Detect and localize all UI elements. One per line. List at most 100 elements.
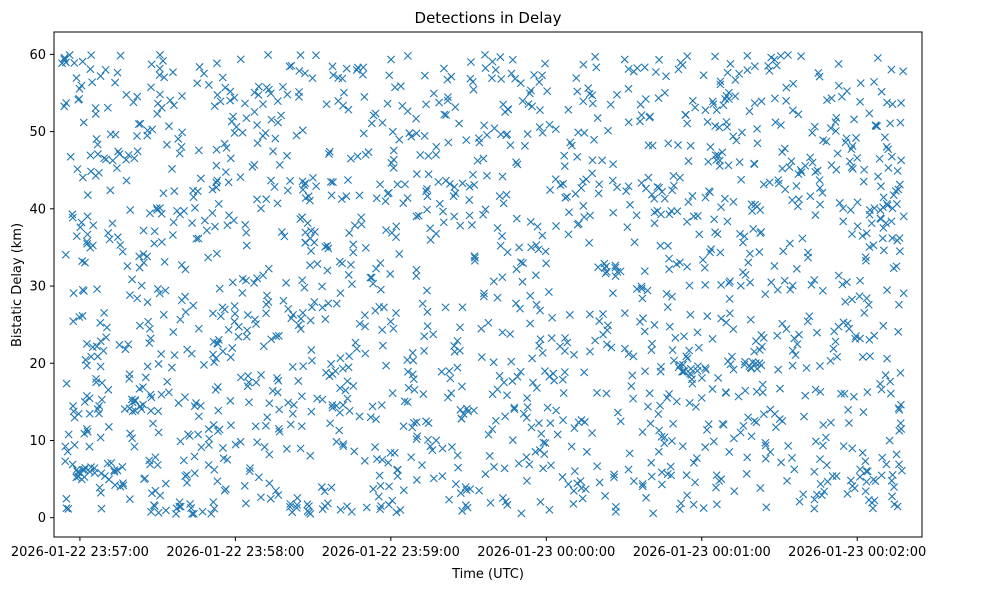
data-point (691, 103, 700, 112)
data-point (683, 354, 692, 363)
x-tick-label: 2026-01-22 23:59:00 (322, 545, 460, 560)
data-point (253, 195, 262, 204)
x-tick-label: 2026-01-23 00:02:00 (788, 545, 926, 560)
data-point (582, 447, 591, 456)
data-point (753, 124, 762, 133)
data-point (691, 402, 700, 411)
data-point (256, 204, 265, 213)
data-point (893, 166, 902, 175)
data-point (498, 328, 507, 337)
data-point (213, 477, 222, 486)
data-point (144, 317, 153, 326)
data-point (815, 72, 824, 81)
data-point (665, 210, 674, 219)
data-point (816, 200, 825, 209)
data-point (553, 430, 562, 439)
data-point (153, 284, 162, 293)
data-point (80, 465, 89, 474)
data-point (533, 222, 542, 231)
data-point (773, 331, 782, 340)
data-point (420, 346, 429, 355)
data-point (716, 77, 725, 86)
data-point (422, 286, 431, 295)
data-point (785, 163, 794, 172)
x-tick-label: 2026-01-22 23:58:00 (166, 545, 304, 560)
data-point (384, 188, 393, 197)
data-point (383, 99, 392, 108)
data-point (229, 112, 238, 121)
data-point (125, 291, 134, 300)
data-point (72, 473, 81, 482)
data-point (195, 62, 204, 71)
data-point (837, 389, 846, 398)
data-point (678, 61, 687, 69)
data-point (355, 191, 364, 200)
data-point (755, 248, 764, 257)
data-point (147, 507, 156, 516)
data-point (647, 472, 656, 481)
data-point (222, 143, 231, 152)
data-point (686, 310, 695, 319)
data-point (181, 472, 190, 481)
data-point (534, 245, 543, 254)
data-point (443, 93, 452, 102)
data-point (346, 260, 355, 269)
data-point (551, 125, 560, 134)
data-point (140, 475, 149, 484)
data-point (852, 133, 861, 142)
data-point (145, 339, 154, 348)
data-point (359, 129, 368, 138)
data-point (876, 214, 885, 223)
data-point (446, 374, 455, 383)
data-point (656, 367, 665, 376)
data-point (879, 193, 888, 202)
data-point (275, 160, 284, 169)
data-point (481, 64, 490, 73)
data-point (870, 331, 879, 340)
data-point (811, 211, 820, 220)
data-point (667, 471, 676, 480)
data-point (265, 399, 274, 408)
data-point (862, 477, 871, 486)
data-point (176, 315, 185, 324)
data-point (157, 103, 166, 112)
data-point (487, 74, 496, 83)
data-point (749, 224, 758, 233)
data-point (181, 308, 190, 317)
y-tick-label: 10 (29, 434, 46, 449)
data-point (87, 51, 96, 60)
data-point (70, 59, 79, 67)
data-point (146, 390, 155, 399)
data-point (565, 208, 573, 217)
data-point (228, 344, 237, 353)
data-point (177, 92, 186, 101)
data-point (424, 435, 433, 444)
data-point (484, 318, 493, 327)
data-point (624, 65, 633, 74)
data-point (292, 131, 301, 140)
data-point (179, 456, 188, 465)
data-point (118, 247, 127, 256)
data-point (486, 498, 495, 507)
data-point (259, 100, 267, 109)
data-point (746, 315, 755, 324)
data-point (818, 441, 827, 450)
data-point (161, 479, 170, 488)
data-point (274, 331, 283, 340)
data-point (74, 95, 83, 104)
data-point (231, 440, 240, 449)
data-point (626, 200, 634, 209)
data-point (246, 464, 255, 473)
data-point (296, 325, 305, 334)
data-point (132, 132, 141, 141)
data-point (606, 100, 615, 109)
data-point (543, 87, 552, 96)
data-point (210, 504, 219, 513)
data-point (788, 106, 797, 115)
data-point (284, 398, 293, 407)
data-point (530, 71, 539, 79)
data-point (806, 192, 815, 201)
data-point (644, 173, 653, 182)
data-point (727, 352, 736, 361)
data-point (408, 348, 417, 357)
